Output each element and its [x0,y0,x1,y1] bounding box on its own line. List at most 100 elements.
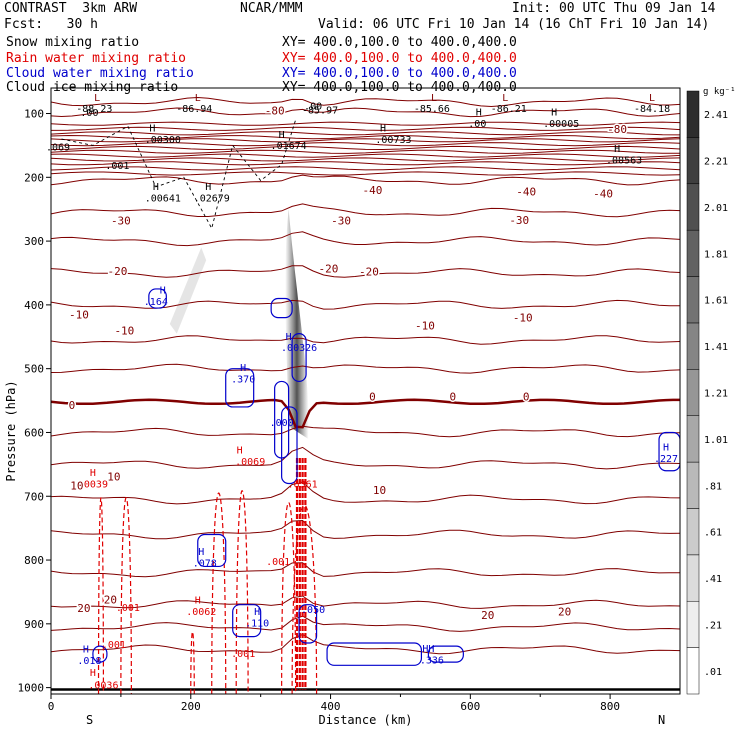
isotherm-line [51,131,680,136]
field-xy-snow: XY= 400.0,100.0 to 400.0,400.0 [282,35,517,50]
extremum-label: .00005 [543,119,579,130]
isotherm-label: 20 [558,606,571,619]
extremum-label: L [195,93,201,104]
field-xy-cloud-ice: XY= 400.0,100.0 to 400.0,400.0 [282,80,517,95]
isotherm-label: -30 [509,214,529,227]
colorbar-swatch [686,415,700,463]
extremum-label: H [83,645,89,656]
colorbar-swatch [686,229,700,277]
extremum-label: .0036 [88,680,118,691]
field-name-snow: Snow mixing ratio [6,35,140,50]
extremum-label: .00300 [145,135,181,146]
colorbar-label: .41 [704,574,722,585]
valid-time: Valid: 06 UTC Fri 10 Jan 14 (16 ChT Fri … [318,17,710,32]
y-axis-title: Pressure (hPa) [4,380,18,481]
colorbar-swatch [686,600,700,648]
extremum-label: .001 [266,557,290,568]
extremum-label: .001 [116,603,140,614]
extremum-label: H [205,182,211,193]
isotherm-label: 20 [77,602,90,615]
isotherm-line [51,481,680,505]
rain-contour [97,497,105,694]
colorbar-swatch [686,369,700,416]
isotherm-line [51,174,680,186]
extremum-label: .001 [105,161,129,172]
isotherm-label: -20 [107,265,127,278]
extremum-label: .000 [270,418,294,429]
isotherm-line [51,153,680,158]
isotherm-label: 10 [373,484,386,497]
cloud-water-contour [92,645,108,663]
extremum-label: -85.97 [302,106,338,117]
isotherm-label: -80 [607,123,627,136]
colorbar-swatch [686,183,700,231]
isotherm-line [51,265,680,278]
isotherm-line [51,166,680,171]
y-tick-label: 500 [24,363,44,376]
x-tick-label: 0 [48,700,55,713]
extremum-label: H [240,363,246,374]
cloud-water-contour [274,380,290,459]
isotherm-line [51,134,680,140]
y-tick-label: 200 [24,171,44,184]
rain-contour [211,492,227,694]
extremum-label: H [198,547,204,558]
extremum-label: .001 [102,640,126,651]
isotherm-label: 0 [450,391,457,404]
colorbar-label: .21 [704,620,722,631]
isotherm-label: -30 [331,215,351,228]
cloud-water-contour [291,332,307,383]
extremum-label: .0062 [186,607,216,618]
x-tick-label: 600 [460,700,480,713]
isotherm-line [51,595,680,609]
extremum-label: L [431,93,437,104]
colorbar-label: 1.61 [704,296,728,307]
extremum-label: -86.21 [491,104,527,115]
colorbar-label: .61 [704,528,722,539]
rain-contour [190,631,195,694]
extremum-label: .227 [654,454,678,465]
extremum-label: .370 [231,375,255,386]
colorbar-label: .81 [704,481,722,492]
extremum-label: .050 [301,605,325,616]
extremum-label: H [551,107,557,118]
contour-labels: L.00-88.23L-86.94.00-85.97L-85.66L-86.21… [46,93,678,692]
colorbar-swatch [686,322,700,370]
org-label: NCAR/MMM [240,1,303,16]
isotherm-line [51,203,680,218]
forecast-hour: Fcst: 30 h [4,17,98,32]
extremum-label: .078 [193,558,217,569]
y-tick-label: 400 [24,299,44,312]
cloud-water-contour [270,297,293,319]
isotherm-line [51,335,680,345]
x-tick-label: 400 [321,700,341,713]
extremum-label: L [649,93,655,104]
y-tick-label: 700 [24,490,44,503]
isotherm-line [51,446,680,470]
y-tick-label: 600 [24,426,44,439]
isotherm-label: -40 [516,185,536,198]
extremum-label: .0039 [78,479,108,490]
colorbar-label: 1.41 [704,342,728,353]
extremum-label: .01674 [271,141,307,152]
colorbar-swatch [686,276,700,324]
colorbar-swatch [686,647,700,695]
extremum-label: HH [422,644,434,655]
extremum-label: .336 [420,655,444,666]
colorbar-label: .01 [704,667,722,678]
y-tick-label: 800 [24,554,44,567]
isotherm-label: 10 [107,470,120,483]
isotherm-label: -40 [593,187,613,200]
rain-contour [235,490,249,694]
extremum-label: .001 [231,649,255,660]
isotherm-line [51,126,680,131]
freezing-level-line [51,398,680,429]
y-tick-label: 900 [24,618,44,631]
colorbar-swatch [686,554,700,602]
extremum-label: H [614,144,620,155]
isotherm-line [51,138,680,143]
colorbar-swatch [686,461,700,509]
extremum-label: H [153,182,159,193]
colorbar-label: 1.01 [704,435,728,446]
